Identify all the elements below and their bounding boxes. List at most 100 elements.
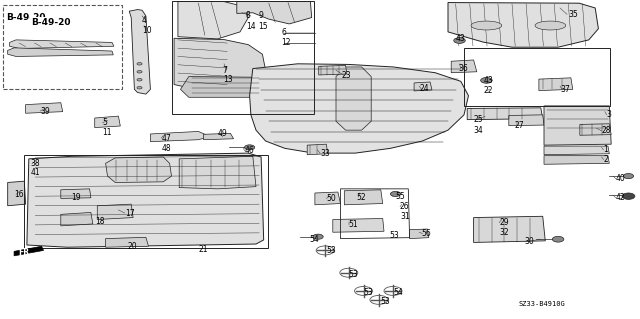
Circle shape: [137, 78, 142, 81]
Ellipse shape: [535, 21, 566, 30]
Text: 47: 47: [161, 134, 171, 143]
Text: 46: 46: [244, 146, 254, 155]
Polygon shape: [307, 144, 328, 155]
Polygon shape: [10, 40, 114, 48]
Polygon shape: [97, 204, 133, 219]
Polygon shape: [544, 146, 609, 155]
Polygon shape: [467, 108, 543, 120]
Polygon shape: [150, 131, 210, 142]
Polygon shape: [26, 103, 63, 113]
Polygon shape: [336, 67, 371, 130]
Text: 31: 31: [400, 212, 410, 221]
Text: 16: 16: [14, 190, 24, 199]
Polygon shape: [8, 181, 26, 206]
Polygon shape: [451, 60, 477, 73]
Polygon shape: [333, 219, 384, 232]
Text: 17: 17: [125, 209, 134, 218]
Text: 26: 26: [400, 202, 410, 211]
Text: 1: 1: [604, 145, 608, 154]
Polygon shape: [8, 48, 113, 56]
Polygon shape: [61, 212, 93, 226]
Text: 14: 14: [246, 22, 255, 31]
Text: 53: 53: [389, 231, 399, 240]
Text: 9: 9: [259, 11, 264, 20]
Text: 54: 54: [393, 288, 403, 297]
Polygon shape: [509, 115, 544, 126]
Polygon shape: [315, 192, 340, 205]
Polygon shape: [319, 65, 347, 75]
Polygon shape: [129, 10, 150, 94]
Text: 34: 34: [474, 126, 483, 135]
Text: 35: 35: [568, 10, 578, 19]
Polygon shape: [106, 237, 148, 247]
Text: 21: 21: [198, 245, 208, 254]
Text: 5: 5: [102, 118, 108, 127]
Text: 6: 6: [282, 28, 287, 37]
Text: 28: 28: [602, 126, 611, 135]
Polygon shape: [474, 216, 545, 242]
Text: 53: 53: [380, 297, 390, 306]
Text: 10: 10: [142, 26, 152, 35]
Text: 12: 12: [282, 38, 291, 47]
Text: 53: 53: [349, 270, 358, 279]
Polygon shape: [95, 116, 120, 128]
Text: 18: 18: [95, 217, 104, 226]
Circle shape: [137, 86, 142, 89]
Polygon shape: [250, 64, 468, 153]
Polygon shape: [174, 38, 266, 90]
Polygon shape: [61, 189, 91, 198]
Circle shape: [313, 234, 323, 239]
Text: B-49-20: B-49-20: [6, 13, 46, 22]
Text: 49: 49: [218, 129, 227, 137]
Text: 55: 55: [396, 192, 405, 201]
Text: 42: 42: [616, 193, 625, 202]
Polygon shape: [544, 106, 611, 145]
Text: 43: 43: [456, 34, 465, 43]
Text: 7: 7: [223, 66, 228, 75]
Text: SZ33-B4910G: SZ33-B4910G: [518, 301, 565, 307]
Circle shape: [454, 38, 465, 43]
Text: 41: 41: [31, 168, 40, 177]
Text: 39: 39: [40, 107, 50, 115]
Text: 20: 20: [128, 242, 138, 251]
Text: 52: 52: [356, 193, 366, 202]
Bar: [464, 48, 610, 106]
Polygon shape: [106, 157, 172, 182]
Circle shape: [623, 174, 634, 179]
Text: 53: 53: [326, 246, 336, 255]
Circle shape: [244, 145, 255, 150]
Text: 8: 8: [246, 11, 250, 20]
Ellipse shape: [471, 21, 502, 30]
Text: FR.: FR.: [18, 248, 32, 256]
Text: 36: 36: [458, 64, 468, 73]
Text: 43: 43: [483, 76, 493, 85]
Text: 48: 48: [161, 144, 171, 153]
Text: 29: 29: [499, 218, 509, 227]
Polygon shape: [204, 133, 234, 140]
Polygon shape: [580, 124, 611, 135]
Text: 3: 3: [607, 110, 612, 119]
Text: B-49-20: B-49-20: [31, 18, 70, 26]
Text: 33: 33: [320, 149, 330, 158]
Text: 56: 56: [422, 229, 431, 238]
Polygon shape: [344, 190, 383, 205]
Text: 11: 11: [102, 128, 112, 137]
Polygon shape: [179, 156, 256, 189]
Text: 24: 24: [419, 84, 429, 93]
Polygon shape: [448, 3, 598, 47]
Text: 53: 53: [364, 288, 373, 297]
Bar: [24, 155, 268, 248]
Polygon shape: [539, 78, 573, 91]
Circle shape: [137, 70, 142, 73]
Polygon shape: [27, 153, 264, 247]
Text: 51: 51: [349, 220, 358, 229]
Polygon shape: [180, 77, 264, 97]
Polygon shape: [14, 246, 44, 256]
Text: 27: 27: [515, 121, 524, 130]
Polygon shape: [237, 2, 312, 24]
Text: 40: 40: [616, 174, 625, 183]
Text: 4: 4: [142, 16, 147, 25]
Text: 23: 23: [342, 71, 351, 80]
Text: 13: 13: [223, 75, 232, 84]
Text: 54: 54: [309, 235, 319, 244]
